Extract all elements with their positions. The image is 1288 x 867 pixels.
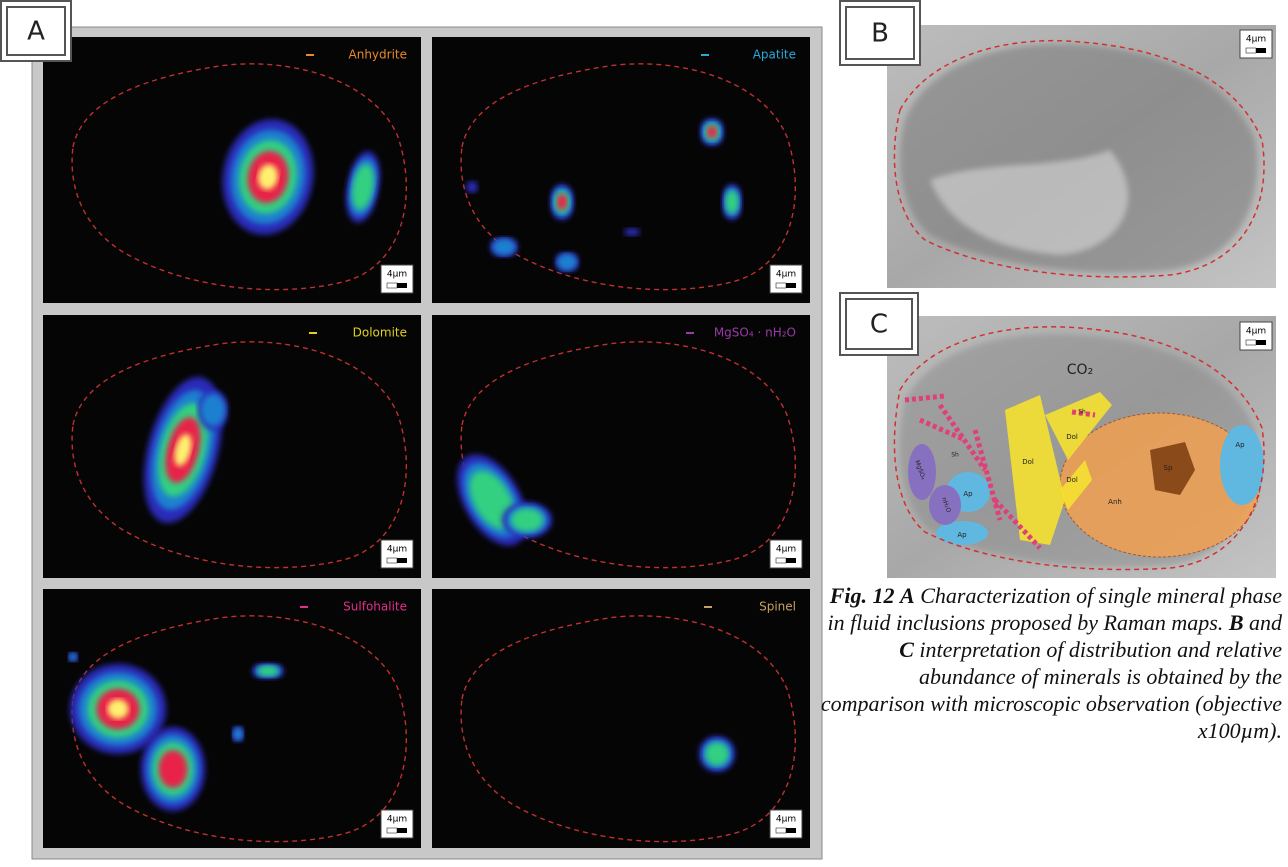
scale-bar [397, 283, 407, 288]
phase-blob [233, 727, 243, 740]
scale-label: 4µm [776, 270, 796, 280]
scale-bar [786, 828, 796, 833]
scale-label: 4µm [776, 815, 796, 825]
phase-blob [201, 394, 226, 427]
scale-bar [387, 828, 397, 833]
raman-map: MgSO₄ · nH₂O 4µm [432, 315, 810, 578]
mineral-annotation: Ap [1235, 441, 1245, 449]
mineral-annotation: Sh [951, 452, 959, 459]
scale-label: 4µm [776, 545, 796, 555]
scale-bar [1256, 340, 1266, 345]
scale-label: 4µm [387, 545, 407, 555]
figure-number: Fig. 12 [830, 583, 895, 608]
scale-bar [387, 283, 397, 288]
caption-text: Characterization of single mineral phase… [828, 583, 1282, 635]
scale-bar [1256, 48, 1266, 53]
mineral-annotation: Ap [957, 531, 967, 539]
caption-panel-ref: A [900, 583, 915, 608]
phase-blob [726, 190, 739, 213]
mineral-name: Spinel [759, 600, 796, 614]
map-background [43, 315, 421, 578]
raman-map: Spinel 4µm [432, 589, 810, 848]
mineral-annotation: Sh [1078, 409, 1086, 416]
mineral-annotation: Ap [963, 490, 973, 498]
mineral-annotation: Dol [1066, 433, 1078, 441]
phase-blob [69, 653, 77, 661]
caption: Fig. 12 A Characterization of single min… [820, 582, 1282, 744]
phase-blob [107, 699, 128, 719]
map-background [432, 37, 810, 303]
mineral-name: Anhydrite [349, 48, 408, 62]
scale-bar [387, 558, 397, 563]
scale-bar [1246, 48, 1256, 53]
phase-blob [707, 126, 718, 139]
mineral-name: MgSO₄ · nH₂O [714, 326, 796, 340]
raman-map: Sulfohalite 4µm [43, 589, 421, 848]
phase-blob [705, 742, 728, 765]
phase-blob [159, 750, 188, 788]
panel-label: C [870, 310, 888, 340]
phase-blob [258, 666, 278, 676]
mineral-annotation: Anh [1108, 498, 1122, 506]
mineral-annotation: Sp [1164, 464, 1173, 472]
mineral-name: Dolomite [353, 326, 407, 340]
phase-blob [624, 228, 640, 236]
scale-label: 4µm [1246, 327, 1266, 337]
scale-bar [397, 558, 407, 563]
scale-bar [776, 558, 786, 563]
mineral-name: Sulfohalite [343, 600, 407, 614]
scale-label: 4µm [387, 815, 407, 825]
scale-bar [776, 283, 786, 288]
page: Anhydrite4µmApatite4µmDolomite4µmMgSO₄ ·… [0, 0, 1288, 867]
caption-text: interpretation of distribution and relat… [821, 637, 1282, 743]
phase-blob [466, 181, 478, 193]
phase-blob [557, 194, 568, 210]
scale-bar [786, 283, 796, 288]
panel-label: B [871, 19, 889, 49]
scale-bar [776, 828, 786, 833]
panel-label: A [27, 17, 45, 47]
raman-map: Anhydrite 4µm [43, 37, 421, 303]
caption-panel-ref: B [1229, 610, 1244, 635]
caption-panel-ref: C [899, 637, 914, 662]
mineral-annotation: Dol [1022, 458, 1034, 466]
mineral-annotation: CO₂ [1067, 362, 1093, 378]
phase-blob [511, 508, 543, 531]
scale-bar [397, 828, 407, 833]
mineral-name: Apatite [753, 48, 796, 62]
scale-bar [786, 558, 796, 563]
map-background [432, 589, 810, 848]
panel-b [887, 25, 1276, 288]
raman-map: Dolomite 4µm [43, 315, 421, 578]
map-background [432, 315, 810, 578]
scale-label: 4µm [387, 270, 407, 280]
raman-map: Apatite 4µm [432, 37, 810, 303]
phase-blob [557, 254, 577, 270]
phase-blob [493, 239, 516, 255]
panel-c [887, 316, 1276, 578]
caption-text: and [1249, 610, 1282, 635]
scale-bar [1246, 340, 1256, 345]
mineral-annotation: Dol [1066, 476, 1078, 484]
scale-label: 4µm [1246, 35, 1266, 45]
